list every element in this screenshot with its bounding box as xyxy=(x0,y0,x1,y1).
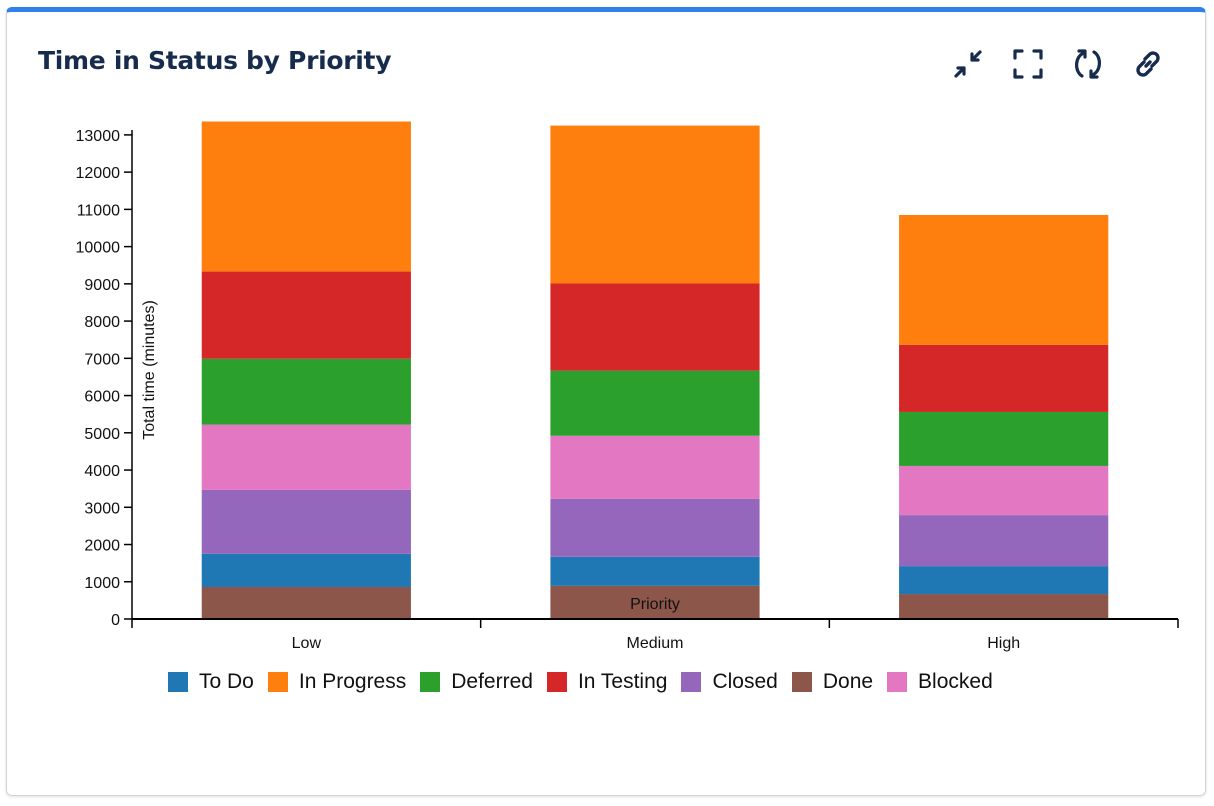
bar-segment-medium-done xyxy=(550,585,760,619)
legend-item[interactable]: To Do xyxy=(168,670,254,694)
y-axis-label: Total time (minutes) xyxy=(141,300,158,440)
bar-segment-high-deferred xyxy=(899,411,1109,466)
legend-label: Deferred xyxy=(451,670,533,693)
x-axis-label: Priority xyxy=(630,596,680,613)
bar-segment-medium-in-progress xyxy=(550,125,760,284)
legend-swatch xyxy=(681,672,702,692)
fullscreen-icon[interactable] xyxy=(1010,46,1046,82)
y-tick-label: 4000 xyxy=(84,463,120,480)
x-tick-label: Medium xyxy=(627,635,684,652)
bar-segment-medium-deferred xyxy=(550,370,760,436)
legend-label: Done xyxy=(822,670,874,693)
bar-segment-high-in-progress xyxy=(899,214,1109,345)
bar-segment-high-done xyxy=(899,594,1109,619)
bar-segment-high-blocked xyxy=(899,465,1109,516)
legend-label: Closed xyxy=(712,670,778,693)
legend-item[interactable]: Closed xyxy=(681,670,778,694)
collapse-icon[interactable] xyxy=(950,46,986,82)
legend-item[interactable]: Deferred xyxy=(420,670,533,694)
bar-segment-medium-blocked xyxy=(550,435,760,499)
legend-swatch xyxy=(546,672,567,692)
x-tick-label: Low xyxy=(292,635,322,652)
legend-item[interactable]: Blocked xyxy=(887,670,993,694)
bar-segment-medium-closed xyxy=(550,498,760,557)
legend-swatch xyxy=(791,672,812,692)
legend-item[interactable]: In Testing xyxy=(546,670,668,694)
legend-item[interactable]: Done xyxy=(791,670,874,694)
toolbar xyxy=(950,46,1166,82)
legend-swatch xyxy=(168,672,188,692)
legend-swatch xyxy=(420,672,441,692)
bar-segment-medium-in-testing xyxy=(550,283,760,371)
bar-segment-high-to-do xyxy=(899,566,1109,595)
bar-segment-high-closed xyxy=(899,515,1109,567)
bar-segment-low-done xyxy=(201,586,411,619)
legend-swatch xyxy=(887,672,908,692)
y-tick-label: 7000 xyxy=(84,351,120,368)
refresh-icon[interactable] xyxy=(1070,46,1106,82)
x-tick-label: High xyxy=(987,635,1020,652)
y-tick-label: 1000 xyxy=(84,575,120,592)
y-tick-label: 12000 xyxy=(76,165,121,182)
y-tick-label: 9000 xyxy=(84,277,120,294)
y-tick-label: 8000 xyxy=(84,314,120,331)
bar-segment-high-in-testing xyxy=(899,344,1109,412)
legend-label: To Do xyxy=(199,670,254,693)
legend: To Do In Progress Deferred In Testing Closed… xyxy=(168,670,993,694)
bar-segment-low-in-testing xyxy=(201,271,411,359)
link-icon[interactable] xyxy=(1130,46,1166,82)
chart-card xyxy=(6,7,1206,796)
y-tick-label: 3000 xyxy=(84,500,120,517)
bar-segment-low-closed xyxy=(201,489,411,554)
y-tick-label: 10000 xyxy=(76,240,121,257)
chart-title: Time in Status by Priority xyxy=(38,46,392,75)
legend-item[interactable]: In Progress xyxy=(267,670,407,694)
y-tick-label: 13000 xyxy=(76,128,121,145)
y-tick-label: 11000 xyxy=(77,202,120,219)
bar-segment-low-deferred xyxy=(201,358,411,425)
y-tick-label: 5000 xyxy=(84,426,120,443)
legend-label: In Progress xyxy=(298,670,407,693)
bar-segment-low-blocked xyxy=(201,424,411,490)
y-tick-label: 6000 xyxy=(84,389,120,406)
legend-label: In Testing xyxy=(577,670,668,693)
bar-segment-low-in-progress xyxy=(201,121,411,272)
y-tick-label: 2000 xyxy=(84,538,120,555)
bar-segment-medium-to-do xyxy=(550,556,760,586)
legend-label: Blocked xyxy=(918,670,993,693)
legend-swatch xyxy=(267,672,288,692)
bar-segment-low-to-do xyxy=(201,553,411,587)
y-tick-label: 0 xyxy=(111,612,120,629)
